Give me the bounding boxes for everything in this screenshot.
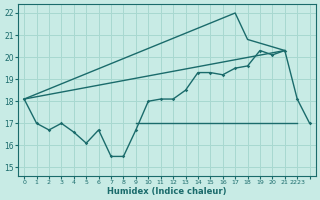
X-axis label: Humidex (Indice chaleur): Humidex (Indice chaleur) — [107, 187, 227, 196]
